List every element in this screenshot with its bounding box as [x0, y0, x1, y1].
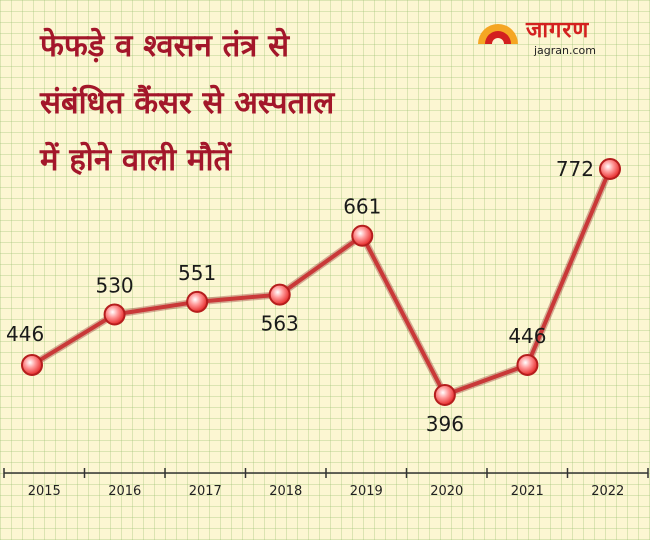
- brand-domain: jagran.com: [534, 44, 597, 57]
- data-point-2017: [186, 290, 209, 313]
- series-line: [30, 167, 612, 397]
- data-point-2015: [21, 353, 43, 376]
- data-label-2015: 446: [6, 322, 44, 346]
- sun-logo-icon: [478, 24, 518, 44]
- data-point-2022: [599, 158, 621, 180]
- brand-wordmark: जागरण: [526, 18, 590, 43]
- data-label-2019: 661: [343, 195, 381, 219]
- x-tick-label-2021: 2021: [511, 484, 544, 499]
- data-label-2017: 551: [178, 261, 216, 285]
- data-point-2018: [268, 283, 291, 306]
- x-tick-label-2015: 2015: [28, 484, 61, 499]
- x-tick-label-2022: 2022: [591, 484, 624, 499]
- data-point-2019: [351, 224, 374, 247]
- x-tick-label-2019: 2019: [350, 484, 383, 499]
- headline-line-1: फेफड़े व श्वसन तंत्र से: [40, 28, 290, 64]
- data-point-2016: [103, 303, 126, 326]
- headline: फेफड़े व श्वसन तंत्र से संबंधित कैंसर से…: [40, 18, 480, 189]
- x-tick-label-2018: 2018: [269, 484, 302, 499]
- data-label-2020: 396: [426, 412, 464, 436]
- x-tick-label-2020: 2020: [430, 484, 463, 499]
- data-label-2022: 772: [556, 157, 594, 181]
- data-label-2016: 530: [95, 273, 133, 297]
- data-point-2021: [516, 353, 539, 376]
- data-label-2018: 563: [261, 312, 299, 336]
- data-label-2021: 446: [508, 324, 546, 348]
- jagran-logo: जागरण jagran.com: [474, 10, 634, 62]
- x-tick-label-2016: 2016: [108, 484, 141, 499]
- x-tick-label-2017: 2017: [189, 484, 222, 499]
- data-point-2020: [433, 384, 456, 406]
- headline-line-2: संबंधित कैंसर से अस्पताल: [40, 85, 335, 121]
- headline-line-3: में होने वाली मौतें: [40, 142, 232, 178]
